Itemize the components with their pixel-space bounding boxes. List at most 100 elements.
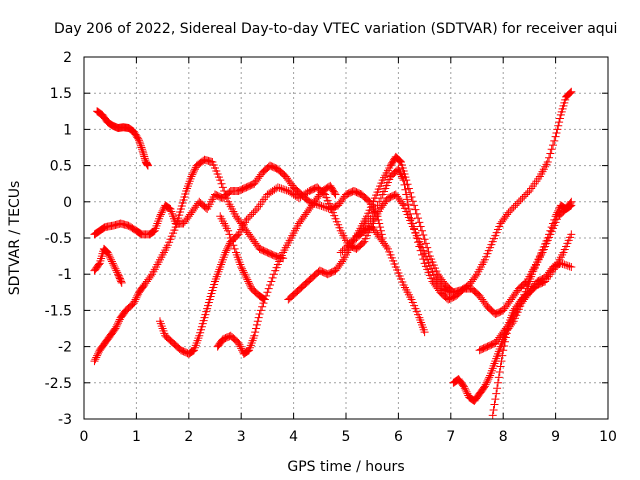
data-point-marker: [279, 185, 288, 194]
data-point-marker: [565, 89, 574, 98]
data-point-marker: [417, 226, 426, 235]
x-axis-title: GPS time / hours: [287, 459, 404, 475]
data-point-marker: [554, 206, 563, 215]
data-point-marker: [501, 333, 510, 342]
x-tick-label: 9: [551, 429, 560, 445]
data-point-marker: [188, 170, 197, 179]
data-point-marker: [338, 246, 347, 255]
data-point-marker: [376, 194, 385, 203]
x-tick-label: 0: [80, 429, 89, 445]
data-point-marker: [414, 238, 423, 247]
data-point-marker: [244, 277, 253, 286]
x-tick-label: 5: [342, 429, 351, 445]
data-point-marker: [239, 268, 248, 277]
data-point-marker: [404, 205, 413, 214]
data-point-marker: [500, 337, 509, 346]
data-point-marker: [251, 206, 260, 215]
data-point-marker: [516, 195, 525, 204]
data-point-marker: [408, 197, 417, 206]
data-point-marker: [482, 378, 491, 387]
data-point-marker: [546, 226, 555, 235]
data-point-marker: [90, 357, 99, 366]
data-point-marker: [461, 386, 470, 395]
data-point-marker: [137, 143, 146, 152]
data-point-marker: [336, 248, 345, 257]
y-tick-label: 1.5: [50, 86, 72, 102]
data-point-marker: [133, 291, 142, 300]
data-point-marker: [140, 154, 149, 163]
data-point-marker: [497, 357, 506, 366]
data-point-marker: [407, 214, 416, 223]
data-point-marker: [548, 141, 557, 150]
y-axis-title: SDTVAR / TECUs: [7, 181, 23, 296]
data-point-marker: [135, 136, 144, 145]
data-point-marker: [229, 241, 238, 250]
data-point-marker: [551, 212, 560, 221]
data-point-marker: [411, 205, 420, 214]
data-point-marker: [321, 203, 330, 212]
data-point-marker: [244, 214, 253, 223]
data-point-marker: [262, 291, 271, 300]
y-tick-label: 2: [63, 50, 72, 66]
data-point-marker: [421, 239, 430, 248]
data-point-marker: [330, 189, 339, 198]
data-point-marker: [552, 210, 561, 219]
data-point-marker: [190, 165, 199, 174]
data-point-marker: [190, 167, 199, 176]
data-point-marker: [553, 208, 562, 217]
data-point-marker: [423, 243, 432, 252]
data-point-marker: [221, 248, 230, 257]
data-point-marker: [348, 235, 357, 244]
data-point-marker: [404, 184, 413, 193]
data-point-marker: [406, 209, 415, 218]
data-point-marker: [243, 275, 252, 284]
data-point-marker: [490, 400, 499, 409]
data-point-marker: [113, 320, 122, 329]
data-point-marker: [359, 238, 368, 247]
data-point-marker: [221, 190, 230, 199]
data-point-marker: [563, 261, 572, 270]
data-point-marker: [347, 237, 356, 246]
data-point-marker: [92, 353, 101, 362]
data-point-marker: [225, 230, 234, 239]
data-point-marker: [373, 201, 382, 210]
data-point-marker: [280, 185, 289, 194]
data-point-marker: [547, 145, 556, 154]
data-point-marker: [375, 197, 384, 206]
data-point-marker: [230, 244, 239, 253]
data-point-marker: [553, 125, 562, 134]
data-point-marker: [567, 230, 576, 239]
data-point-marker: [282, 186, 291, 195]
data-point-marker: [345, 239, 354, 248]
data-point-marker: [258, 302, 267, 311]
data-point-marker: [138, 145, 147, 154]
data-point-marker: [224, 243, 233, 252]
data-point-marker: [114, 317, 123, 326]
y-tick-label: -1.5: [45, 303, 72, 319]
data-point-marker: [117, 277, 126, 286]
data-point-marker: [317, 202, 326, 211]
data-point-marker: [259, 299, 268, 308]
data-point-marker: [319, 202, 328, 211]
y-tick-label: -1: [58, 267, 72, 283]
data-point-marker: [139, 148, 148, 157]
data-point-marker: [545, 230, 554, 239]
x-tick-label: 3: [237, 429, 246, 445]
data-point-marker: [411, 229, 420, 238]
data-point-marker: [404, 200, 413, 209]
data-point-marker: [247, 210, 256, 219]
x-tick-label: 8: [499, 429, 508, 445]
y-tick-label: 0.5: [50, 159, 72, 175]
data-point-marker: [251, 328, 260, 337]
data-point-marker: [242, 273, 251, 282]
data-point-marker: [415, 242, 424, 251]
data-point-marker: [260, 295, 269, 304]
data-point-marker: [228, 237, 237, 246]
data-point-marker: [368, 212, 377, 221]
series-1: [93, 107, 152, 170]
y-tick-label: 0: [63, 195, 72, 211]
data-point-marker: [134, 134, 143, 143]
x-tick-labels: 0 1 2 3 4 5 6 7 8 9 10: [80, 429, 617, 445]
data-point-marker: [511, 201, 520, 210]
